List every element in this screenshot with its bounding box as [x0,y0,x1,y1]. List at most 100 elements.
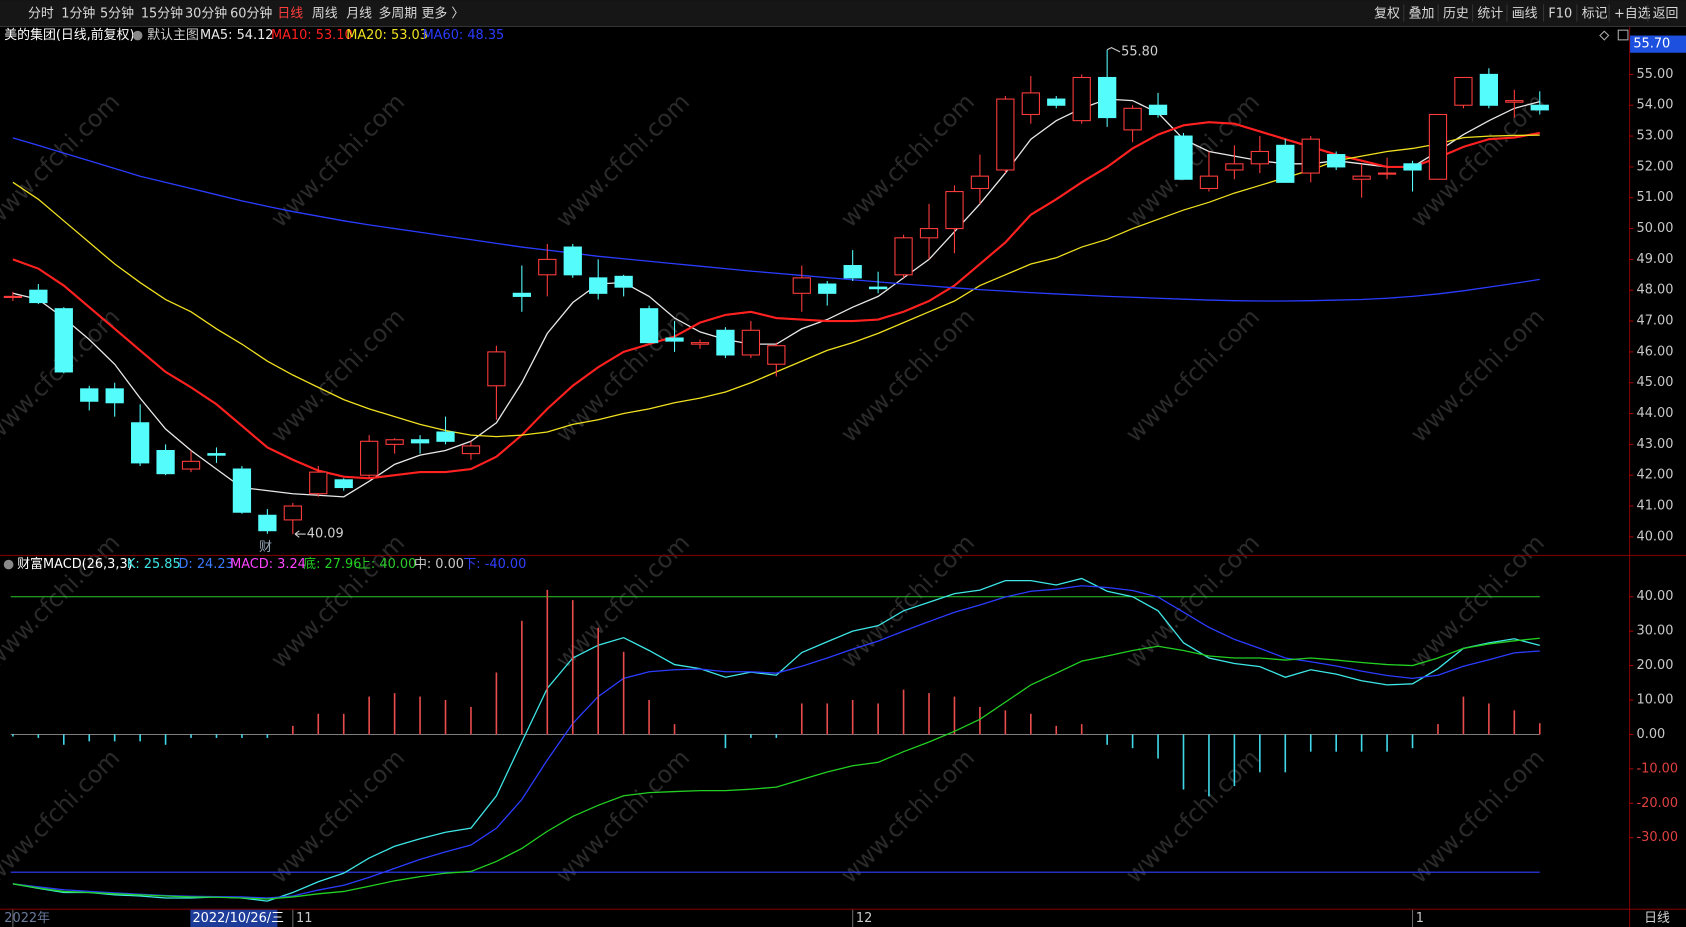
toolbar-item[interactable]: 5分钟 [100,6,134,22]
x-tick-label: 2022年 [4,911,50,926]
candle-body [716,329,735,356]
candle-body [563,246,582,276]
toolbar-item[interactable]: +自选 [1614,7,1651,22]
y-tick-label: 20.00 [1637,658,1674,673]
candle-body [512,292,531,297]
y-tick-label: 52.00 [1637,159,1674,174]
candle-body [54,308,73,373]
main-subtitle[interactable]: 默认主图 [147,27,199,43]
toolbar-item[interactable]: 60分钟 [230,6,272,22]
candle-body [1174,135,1193,180]
y-tick-label: 51.00 [1637,190,1674,205]
candle-body [1225,163,1244,171]
candle-body [945,191,964,230]
y-tick-label: 46.00 [1637,344,1674,359]
toolbar-item[interactable]: 画线 [1512,7,1538,22]
toolbar-items: 分时 1分钟 5分钟 15分钟 30分钟 60分钟 日线 周线 月线 多周期 更多 〉 复权 叠加 历史统… [28,4,1679,22]
indicator-line [12,585,1540,899]
y-tick-label: 47.00 [1637,314,1674,329]
period-label[interactable]: 日线 [1644,911,1670,926]
event-marker[interactable]: 财 [259,540,272,555]
price-marker: 55.70 [1633,37,1670,52]
candle-body [258,514,277,532]
toolbar-item[interactable]: 叠加 [1409,7,1435,22]
candle-body [1377,172,1397,175]
toolbar-item[interactable]: 多周期 [378,7,417,22]
stock-title: 美的集团(日线,前复权) [4,27,134,43]
candle-body [1250,150,1269,165]
toolbar-item[interactable]: 分时 [28,7,54,22]
reference-label: 中: 0.00 [414,557,464,572]
y-tick-label: 44.00 [1637,406,1674,421]
candle-body [360,440,379,476]
toolbar-item[interactable]: 复权 [1374,6,1400,22]
candle-body [1276,144,1295,183]
candle-body [792,277,811,294]
candle-body [156,450,175,475]
toolbar-item[interactable]: 1分钟 [61,6,95,22]
toolbar-item[interactable]: 更多 〉 [422,7,465,22]
candle-body [665,337,684,342]
reference-label: 下: -40.00 [463,557,526,572]
cursor-date-box [190,909,278,927]
x-tick-label: 1 [1416,911,1424,926]
candle-body [487,351,506,387]
low-pointer [294,530,306,538]
candle-body [181,460,201,470]
candle-body [232,468,252,513]
candle-body [1021,92,1040,116]
indicator-menu-icon[interactable] [3,559,14,570]
toolbar-item[interactable]: 统计 [1477,7,1503,22]
candle-body [1530,104,1549,111]
candle-body [614,275,633,288]
toolbar-item[interactable]: 日线 [277,7,303,22]
main-menu-icon[interactable] [132,30,143,41]
toolbar-item[interactable]: 周线 [312,7,338,22]
reference-label: 上: 40.00 [358,557,416,572]
y-tick-label: 40.00 [1637,589,1674,604]
high-label: 55.80 [1121,44,1158,59]
y-tick-label: 53.00 [1637,129,1674,144]
candle-body [1352,175,1371,180]
indicator-title: 财富MACD(26,3,3) [17,556,132,572]
candle-body [868,286,888,290]
legend-entry: MACD: 3.24 [230,557,306,572]
toolbar-item[interactable]: F10 [1548,7,1572,22]
candle-body [1301,138,1320,174]
candle-body [1072,76,1091,122]
ma-line [12,137,1540,302]
toolbar-item[interactable]: 返回 [1653,7,1679,22]
toolbar-item[interactable]: 15分钟 [141,6,183,22]
candle-body [1098,76,1117,119]
candle-body [131,422,150,464]
legend-entry: MA10: 53.10 [271,28,353,43]
checkbox-icon[interactable] [1617,29,1629,41]
candle-body [767,345,786,365]
y-tick-label: 50.00 [1637,221,1674,236]
y-tick-label: 40.00 [1637,529,1674,544]
y-tick-label: 48.00 [1637,283,1674,298]
legend-entry: MA5: 54.12 [200,28,273,43]
candle-body [1199,175,1219,190]
toolbar-item[interactable]: 月线 [346,7,372,22]
x-tick-label: 11 [296,911,312,926]
low-label: 40.09 [307,527,344,542]
high-pointer [1106,46,1121,53]
candle-body [639,308,659,344]
toolbar-item[interactable]: 标记 [1582,7,1608,22]
toolbar [0,0,1686,26]
candle-body [741,329,761,356]
toolbar-item[interactable]: 历史 [1443,7,1469,22]
legend-entry: 底: 27.96 [303,556,361,572]
candle-body [843,265,862,279]
candle-body [385,439,404,445]
candle-body [207,453,226,456]
candle-body [283,505,302,521]
legend-entry: K: 25.85 [127,557,181,572]
toolbar-item[interactable]: 30分钟 [185,6,227,22]
y-tick-label: 43.00 [1637,437,1674,452]
y-tick-label: 49.00 [1637,252,1674,267]
diamond-icon[interactable] [1599,30,1610,41]
y-tick-label: 55.00 [1637,67,1674,82]
